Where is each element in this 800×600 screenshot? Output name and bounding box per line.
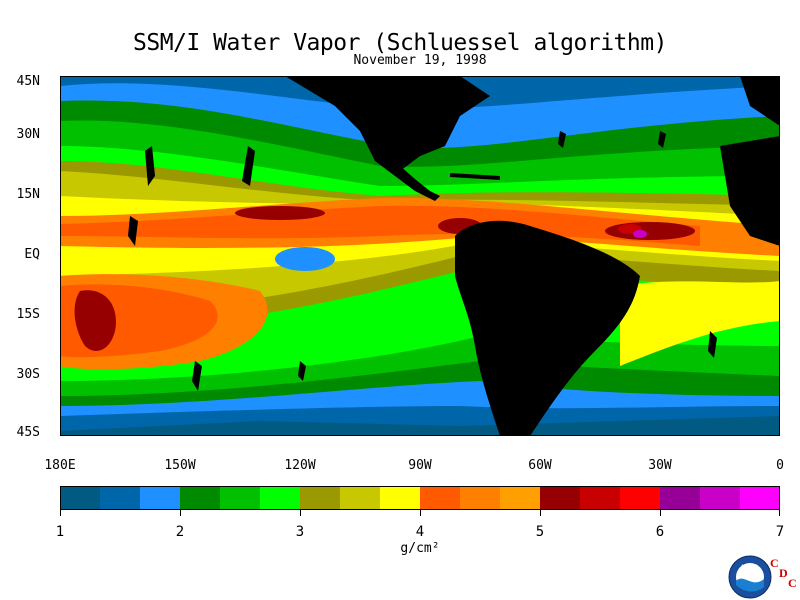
data-gap-swath bbox=[298, 361, 306, 381]
dry-pocket-east-pacific bbox=[275, 247, 335, 271]
colorbar-swatch bbox=[460, 486, 501, 510]
colorbar-tick-label: 1 bbox=[55, 524, 65, 540]
moisture-patch-darkred bbox=[235, 206, 325, 220]
lon-label-30w: 30W bbox=[648, 458, 672, 473]
data-gap-swath bbox=[558, 131, 566, 148]
lat-label-30s: 30S bbox=[16, 367, 40, 382]
land-caribbean-islands bbox=[450, 173, 500, 180]
data-gap-swath bbox=[192, 361, 202, 391]
lon-label-0: 0 bbox=[776, 458, 784, 473]
colorbar-swatch bbox=[100, 486, 141, 510]
colorbar-swatch bbox=[500, 486, 541, 510]
water-vapor-map bbox=[60, 76, 780, 436]
lon-label-150w: 150W bbox=[164, 458, 196, 473]
data-gap-swath bbox=[658, 131, 666, 148]
cdc-letter: C bbox=[770, 556, 779, 570]
map-title: SSM/I Water Vapor (Schluessel algorithm) bbox=[133, 30, 667, 56]
colorbar-swatch bbox=[740, 486, 780, 510]
moisture-patch-magenta bbox=[633, 230, 647, 238]
colorbar bbox=[60, 486, 780, 516]
map-border bbox=[60, 76, 780, 436]
colorbar-swatch bbox=[260, 486, 301, 510]
colorbar-tick-label: 6 bbox=[655, 524, 665, 540]
land-central-america bbox=[360, 131, 440, 201]
colorbar-tick-label: 7 bbox=[775, 524, 785, 540]
map-subtitle: November 19, 1998 bbox=[353, 53, 487, 68]
moisture-region-south-atlantic bbox=[620, 281, 780, 366]
colorbar-tick-label: 4 bbox=[415, 524, 425, 540]
lon-label-90w: 90W bbox=[408, 458, 432, 473]
lat-label-45n: 45N bbox=[16, 74, 40, 89]
moisture-region-south-pacific-darkred bbox=[74, 290, 116, 351]
colorbar-swatch bbox=[220, 486, 261, 510]
lat-label-15n: 15N bbox=[16, 187, 40, 202]
units-label: g/cm² bbox=[400, 541, 440, 556]
colorbar-swatch bbox=[620, 486, 661, 510]
colorbar-tick-label: 3 bbox=[295, 524, 305, 540]
colorbar-swatch bbox=[540, 486, 581, 510]
logo-text: NOAA bbox=[741, 564, 759, 571]
lon-label-180e: 180E bbox=[44, 458, 76, 473]
colorbar-swatch bbox=[420, 486, 461, 510]
colorbar-swatch bbox=[140, 486, 181, 510]
colorbar-swatch bbox=[380, 486, 421, 510]
colorbar-tick-label: 5 bbox=[535, 524, 545, 540]
data-gap-swath bbox=[708, 331, 717, 358]
colorbar-swatch bbox=[60, 486, 101, 510]
lon-label-120w: 120W bbox=[284, 458, 316, 473]
lat-label-30n: 30N bbox=[16, 127, 40, 142]
colorbar-swatch bbox=[580, 486, 621, 510]
lon-label-60w: 60W bbox=[528, 458, 552, 473]
colorbar-border bbox=[60, 486, 780, 510]
lat-label-45s: 45S bbox=[16, 425, 40, 440]
cdc-letter: C bbox=[788, 576, 797, 590]
land-north-america bbox=[285, 76, 490, 171]
moisture-patch-darkred bbox=[605, 222, 695, 240]
colorbar-swatch bbox=[660, 486, 701, 510]
data-gap-swath bbox=[128, 216, 138, 246]
land-africa bbox=[720, 136, 780, 246]
moisture-band-redorange bbox=[60, 205, 700, 246]
colorbar-swatch bbox=[700, 486, 741, 510]
colorbar-tick-label: 2 bbox=[175, 524, 185, 540]
data-gap-swath bbox=[242, 146, 255, 186]
noaa-logo: NOAA bbox=[728, 555, 772, 599]
land-south-america bbox=[455, 220, 640, 436]
land-greenland-europe bbox=[740, 76, 780, 126]
lat-label-15s: 15S bbox=[16, 307, 40, 322]
colorbar-swatch bbox=[180, 486, 221, 510]
data-gap-swath bbox=[145, 146, 155, 186]
colorbar-swatch bbox=[300, 486, 341, 510]
cdc-letter: D bbox=[779, 566, 788, 580]
colorbar-swatch bbox=[340, 486, 381, 510]
lat-label-eq: EQ bbox=[24, 247, 40, 262]
